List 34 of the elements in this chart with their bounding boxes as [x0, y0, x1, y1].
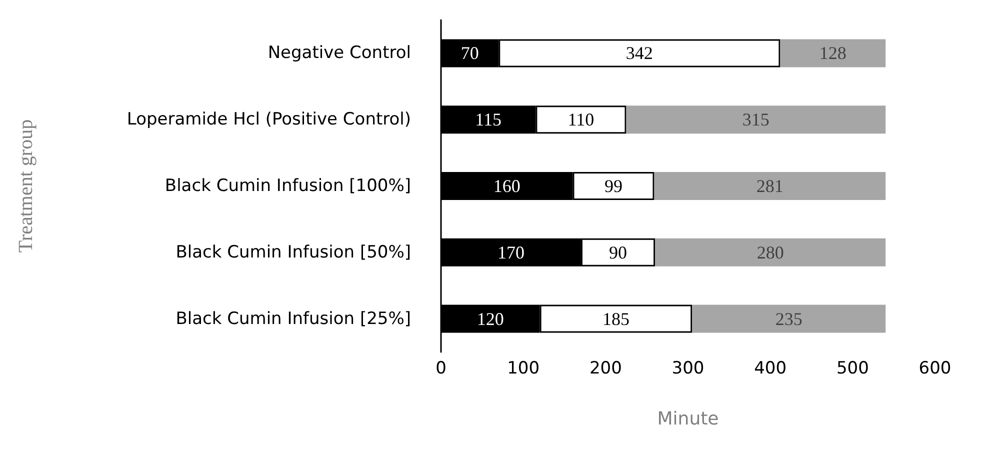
- data-label: 315: [742, 110, 770, 130]
- data-label: 110: [568, 110, 594, 130]
- bar: [626, 106, 886, 134]
- bar: [654, 172, 886, 200]
- bar: [692, 304, 886, 333]
- y-tick-label: Black Cumin Infusion [100%]: [164, 176, 411, 196]
- x-tick-label: 500: [836, 358, 869, 378]
- data-label: 90: [609, 242, 628, 262]
- x-tick-label: 400: [754, 358, 787, 378]
- bar: [780, 39, 886, 68]
- x-tick-label: 0: [436, 358, 446, 378]
- data-label: 115: [475, 110, 502, 130]
- y-tick-label: Black Cumin Infusion [50%]: [176, 242, 411, 262]
- data-label: 120: [476, 308, 504, 329]
- x-tick-label: 600: [918, 358, 952, 378]
- data-label: 70: [460, 43, 479, 64]
- data-label: 342: [626, 43, 653, 64]
- x-tick-label: 200: [589, 358, 622, 378]
- x-axis-title: Minute: [657, 408, 719, 430]
- data-label: 128: [819, 43, 846, 64]
- data-label: 185: [602, 308, 630, 329]
- bar: [655, 238, 886, 266]
- data-label: 99: [604, 176, 622, 196]
- data-label: 235: [775, 308, 802, 329]
- data-label: 280: [756, 242, 784, 262]
- x-tick-label: 300: [672, 358, 704, 378]
- y-axis-title: Treatment group: [15, 119, 37, 253]
- y-tick-label: Negative Control: [268, 43, 411, 64]
- data-label: 160: [493, 176, 520, 196]
- y-tick-label: Loperamide Hcl (Positive Control): [126, 110, 411, 130]
- y-tick-label: Black Cumin Infusion [25%]: [176, 308, 411, 329]
- data-label: 281: [756, 176, 784, 196]
- data-label: 170: [497, 242, 524, 262]
- x-tick-label: 100: [507, 358, 540, 378]
